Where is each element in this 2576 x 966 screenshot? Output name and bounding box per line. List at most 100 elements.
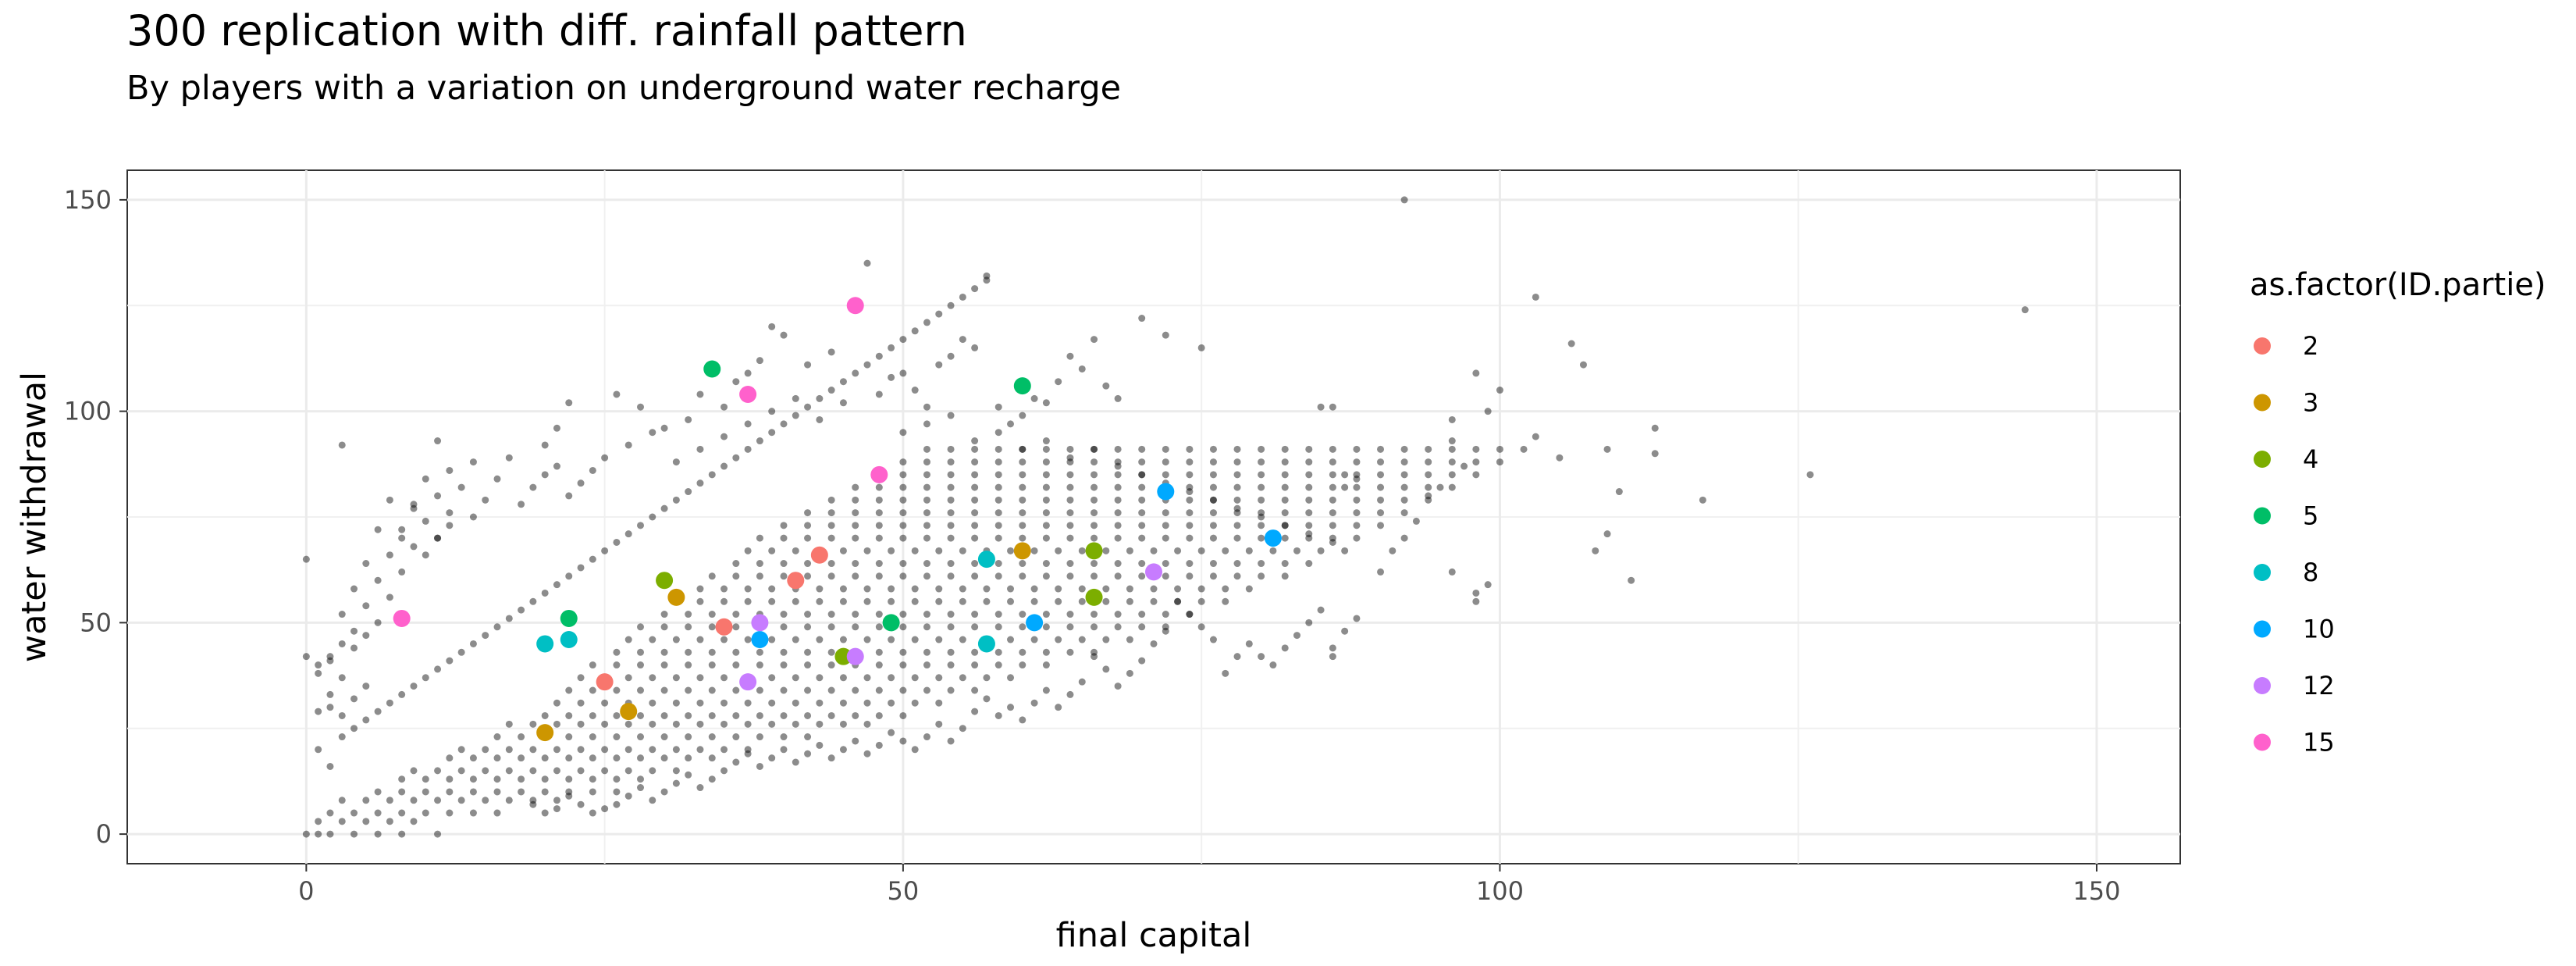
- background-point: [947, 572, 955, 580]
- background-point: [1019, 496, 1026, 504]
- background-point: [947, 522, 955, 529]
- background-point: [637, 623, 644, 631]
- background-point: [649, 746, 656, 754]
- background-point: [386, 699, 393, 707]
- background-point: [971, 458, 979, 466]
- background-point: [1162, 560, 1169, 568]
- background-point: [756, 686, 763, 694]
- background-point: [947, 483, 955, 491]
- background-point: [1091, 572, 1098, 580]
- background-point: [863, 585, 871, 593]
- x-tick-label: 100: [1476, 876, 1524, 906]
- background-point: [768, 597, 776, 605]
- background-point: [827, 560, 835, 568]
- background-point: [827, 754, 835, 762]
- background-point: [1078, 365, 1086, 372]
- background-point: [1209, 534, 1217, 542]
- background-point: [1341, 471, 1349, 479]
- background-point: [947, 471, 955, 479]
- background-point: [589, 788, 596, 796]
- background-point: [768, 408, 776, 415]
- background-point: [1400, 471, 1408, 479]
- background-point: [1091, 534, 1098, 542]
- background-point: [708, 733, 716, 741]
- background-point: [935, 674, 943, 682]
- background-point: [1091, 611, 1098, 618]
- background-point: [756, 357, 763, 365]
- background-point: [624, 767, 632, 775]
- background-point: [672, 458, 680, 466]
- background-point: [816, 720, 824, 728]
- background-point: [374, 788, 382, 796]
- background-point: [863, 699, 871, 707]
- background-point: [1651, 424, 1659, 432]
- background-point: [1138, 471, 1146, 479]
- background-point: [362, 818, 370, 825]
- background-point: [994, 560, 1002, 568]
- background-point: [624, 674, 632, 682]
- background-point: [888, 597, 895, 605]
- background-point: [994, 611, 1002, 618]
- background-point: [780, 572, 788, 580]
- background-point: [1042, 445, 1050, 453]
- background-point: [434, 534, 442, 542]
- background-point: [947, 661, 955, 669]
- background-point: [637, 522, 644, 529]
- background-point: [398, 775, 406, 783]
- background-point: [875, 648, 883, 656]
- background-point: [649, 674, 656, 682]
- background-point: [1091, 509, 1098, 517]
- background-point: [1281, 572, 1289, 580]
- background-point: [1615, 488, 1623, 496]
- chart-subtitle: By players with a variation on undergrou…: [126, 69, 1122, 108]
- background-point: [457, 483, 465, 491]
- background-point: [923, 661, 930, 669]
- background-point: [1066, 623, 1074, 631]
- background-point: [660, 611, 668, 618]
- background-point: [875, 560, 883, 568]
- background-point: [744, 445, 752, 453]
- background-point: [816, 741, 824, 749]
- background-point: [302, 555, 310, 563]
- background-point: [875, 509, 883, 517]
- background-point: [685, 754, 692, 762]
- background-point: [1245, 547, 1253, 554]
- background-point: [541, 788, 549, 796]
- background-point: [1066, 690, 1074, 698]
- background-point: [1019, 471, 1026, 479]
- background-point: [744, 369, 752, 377]
- background-point: [338, 733, 346, 741]
- background-point: [1007, 420, 1015, 428]
- background-point: [720, 597, 728, 605]
- background-point: [994, 522, 1002, 529]
- background-point: [888, 729, 895, 736]
- background-point: [839, 674, 847, 682]
- background-point: [708, 775, 716, 783]
- background-point: [923, 403, 930, 411]
- background-point: [338, 611, 346, 618]
- background-point: [911, 636, 919, 643]
- background-point: [1209, 471, 1217, 479]
- background-point: [732, 661, 740, 669]
- background-point: [637, 648, 644, 656]
- background-point: [1317, 606, 1325, 614]
- background-point: [1305, 530, 1313, 538]
- legend-label-5: 5: [2303, 501, 2318, 531]
- background-point: [1281, 496, 1289, 504]
- background-point: [1233, 445, 1241, 453]
- background-point: [1209, 483, 1217, 491]
- background-point: [1019, 560, 1026, 568]
- background-point: [899, 661, 907, 669]
- background-point: [649, 720, 656, 728]
- background-point: [768, 674, 776, 682]
- background-point: [875, 572, 883, 580]
- background-point: [839, 720, 847, 728]
- background-point: [1258, 572, 1265, 580]
- background-point: [1592, 547, 1599, 554]
- background-point: [362, 602, 370, 610]
- background-point: [744, 597, 752, 605]
- background-point: [1400, 483, 1408, 491]
- background-point: [923, 483, 930, 491]
- background-point: [553, 720, 560, 728]
